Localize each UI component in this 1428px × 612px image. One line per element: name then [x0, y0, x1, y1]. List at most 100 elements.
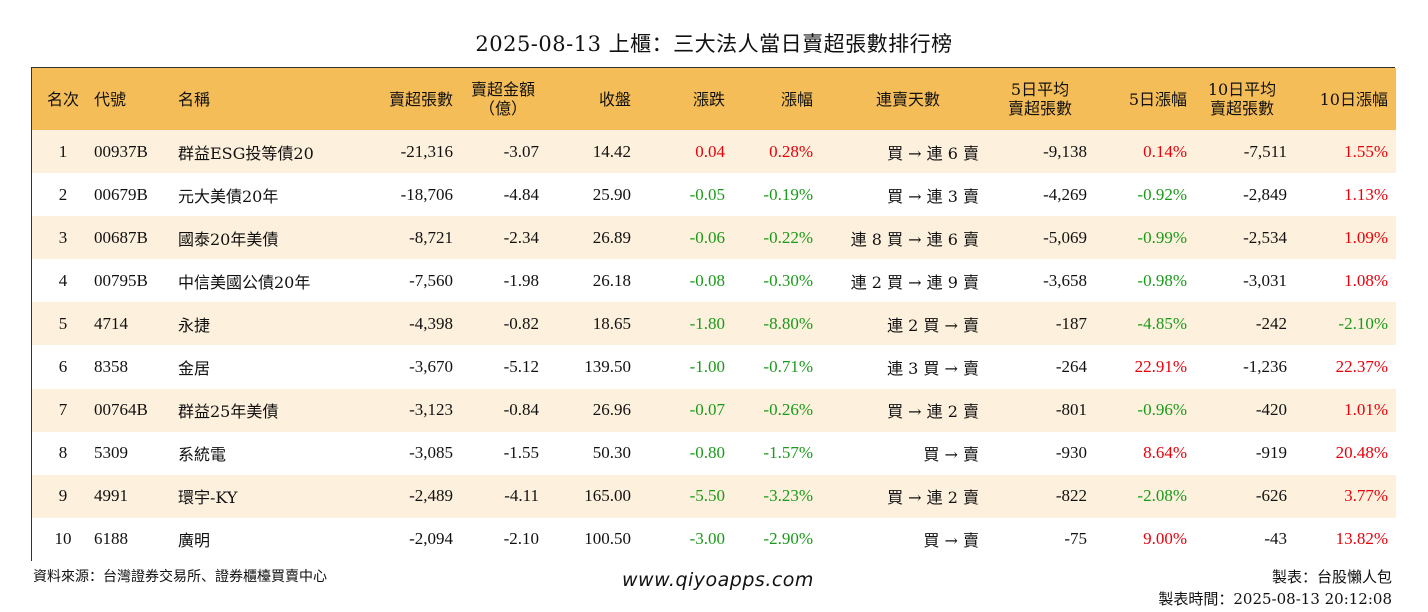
- cell-avg5: -187: [1055, 313, 1087, 333]
- cell-sell-lots: -18,706: [400, 184, 453, 204]
- table-row: 8 5309 系統電 -3,085 -1.55 50.30 -0.80 -1.5…: [32, 431, 1396, 475]
- cell-avg10: -3,031: [1243, 270, 1287, 290]
- cell-pct: -0.22%: [763, 227, 813, 247]
- maker-note: 製表：台股懶人包: [1271, 568, 1392, 586]
- cell-name: 永捷: [178, 315, 211, 335]
- cell-rank: 2: [58, 184, 68, 204]
- cell-pct5: 0.14%: [1143, 141, 1187, 161]
- cell-sell-amount: -2.34: [503, 227, 539, 247]
- cell-days: 買 → 賣: [923, 531, 979, 551]
- cell-pct10: 1.08%: [1344, 270, 1388, 290]
- cell-sell-lots: -7,560: [409, 270, 453, 290]
- cell-pct5: -0.92%: [1137, 184, 1187, 204]
- cell-change: -0.80: [689, 443, 725, 463]
- table-row: 2 00679B 元大美債20年 -18,706 -4.84 25.90 -0.…: [32, 173, 1396, 217]
- table-row: 3 00687B 國泰20年美債 -8,721 -2.34 26.89 -0.0…: [32, 216, 1396, 260]
- cell-days: 買 → 連 6 賣: [887, 143, 979, 163]
- cell-pct10: 1.01%: [1344, 400, 1388, 420]
- cell-avg5: -9,138: [1043, 141, 1087, 161]
- header-sell-lots: 賣超張數: [388, 89, 453, 109]
- cell-pct5: -0.98%: [1137, 270, 1187, 290]
- cell-code: 00679B: [94, 184, 148, 204]
- cell-sell-lots: -3,123: [409, 400, 453, 420]
- cell-avg5: -822: [1055, 486, 1087, 506]
- cell-pct10: 3.77%: [1344, 486, 1388, 506]
- cell-close: 50.30: [592, 443, 631, 463]
- header-avg10: 10日平均 賣超張數: [1197, 68, 1297, 130]
- cell-days: 連 2 買 → 連 9 賣: [850, 272, 979, 292]
- cell-sell-amount: -2.10: [503, 529, 539, 549]
- cell-days: 連 2 買 → 賣: [887, 315, 979, 335]
- cell-avg10: -1,236: [1243, 357, 1287, 377]
- ranking-table: 名次 代號 名稱 賣超張數 賣超金額 （億） 收盤 漲跌 漲幅 連賣天數 5日平…: [32, 68, 1396, 561]
- cell-pct10: 1.55%: [1344, 141, 1388, 161]
- cell-avg10: -919: [1255, 443, 1287, 463]
- table-row: 7 00764B 群益25年美債 -3,123 -0.84 26.96 -0.0…: [32, 388, 1396, 432]
- table-row: 9 4991 環宇-KY -2,489 -4.11 165.00 -5.50 -…: [32, 474, 1396, 518]
- cell-name: 系統電: [178, 445, 227, 465]
- cell-close: 100.50: [584, 529, 631, 549]
- cell-rank: 7: [58, 400, 68, 420]
- cell-name: 金居: [178, 359, 211, 379]
- cell-pct: 0.28%: [769, 141, 813, 161]
- cell-pct10: 20.48%: [1335, 443, 1388, 463]
- cell-rank: 1: [58, 141, 68, 161]
- cell-sell-lots: -8,721: [409, 227, 453, 247]
- header-close: 收盤: [598, 89, 631, 109]
- cell-pct5: -0.96%: [1137, 400, 1187, 420]
- cell-pct5: 22.91%: [1134, 357, 1187, 377]
- cell-days: 連 8 買 → 連 6 賣: [850, 229, 979, 249]
- cell-pct: -0.19%: [763, 184, 813, 204]
- cell-avg5: -930: [1055, 443, 1087, 463]
- header-pct10: 10日漲幅: [1319, 89, 1388, 109]
- table-row: 5 4714 永捷 -4,398 -0.82 18.65 -1.80 -8.80…: [32, 302, 1396, 346]
- cell-change: -0.06: [689, 227, 725, 247]
- cell-change: -0.07: [689, 400, 725, 420]
- cell-close: 18.65: [592, 313, 631, 333]
- header-days: 連賣天數: [875, 89, 940, 109]
- cell-name: 廣明: [178, 531, 211, 551]
- cell-name: 元大美債20年: [178, 186, 279, 206]
- cell-close: 139.50: [584, 357, 631, 377]
- cell-code: 00687B: [94, 227, 148, 247]
- cell-close: 25.90: [592, 184, 631, 204]
- cell-code: 6188: [94, 529, 128, 549]
- cell-close: 14.42: [592, 141, 631, 161]
- cell-change: -1.80: [689, 313, 725, 333]
- cell-rank: 9: [58, 486, 68, 506]
- cell-pct5: 9.00%: [1143, 529, 1187, 549]
- cell-avg10: -7,511: [1243, 141, 1287, 161]
- cell-rank: 4: [58, 270, 68, 290]
- cell-close: 26.96: [592, 400, 631, 420]
- cell-avg5: -5,069: [1043, 227, 1087, 247]
- cell-pct5: -0.99%: [1137, 227, 1187, 247]
- cell-change: -5.50: [689, 486, 725, 506]
- cell-avg10: -420: [1255, 400, 1287, 420]
- cell-pct: -3.23%: [763, 486, 813, 506]
- cell-name: 群益25年美債: [178, 402, 279, 422]
- table-body: 1 00937B 群益ESG投等債20 -21,316 -3.07 14.42 …: [32, 130, 1396, 561]
- cell-rank: 3: [58, 227, 68, 247]
- cell-sell-amount: -1.98: [503, 270, 539, 290]
- website-watermark: www.qiyoapps.com: [622, 569, 814, 591]
- header-pct5: 5日漲幅: [1128, 89, 1187, 109]
- page-title: 2025-08-13 上櫃：三大法人當日賣超張數排行榜: [475, 32, 953, 56]
- table-row: 4 00795B 中信美國公債20年 -7,560 -1.98 26.18 -0…: [32, 259, 1396, 303]
- cell-avg10: -2,534: [1243, 227, 1287, 247]
- cell-pct: -0.71%: [763, 357, 813, 377]
- cell-sell-lots: -2,489: [409, 486, 453, 506]
- header-name: 名稱: [178, 89, 211, 109]
- cell-sell-amount: -3.07: [503, 141, 539, 161]
- cell-close: 165.00: [584, 486, 631, 506]
- header-avg5-line1: 5日平均: [1010, 80, 1070, 99]
- cell-pct5: -4.85%: [1137, 313, 1187, 333]
- header-sell-amount: 賣超金額 （億）: [453, 68, 553, 130]
- header-change: 漲跌: [692, 89, 725, 109]
- cell-pct10: -2.10%: [1338, 313, 1388, 333]
- cell-close: 26.18: [592, 270, 631, 290]
- cell-rank: 8: [58, 443, 68, 463]
- cell-sell-amount: -0.84: [503, 400, 539, 420]
- cell-sell-lots: -4,398: [409, 313, 453, 333]
- cell-avg5: -264: [1055, 357, 1087, 377]
- cell-days: 買 → 連 2 賣: [887, 402, 979, 422]
